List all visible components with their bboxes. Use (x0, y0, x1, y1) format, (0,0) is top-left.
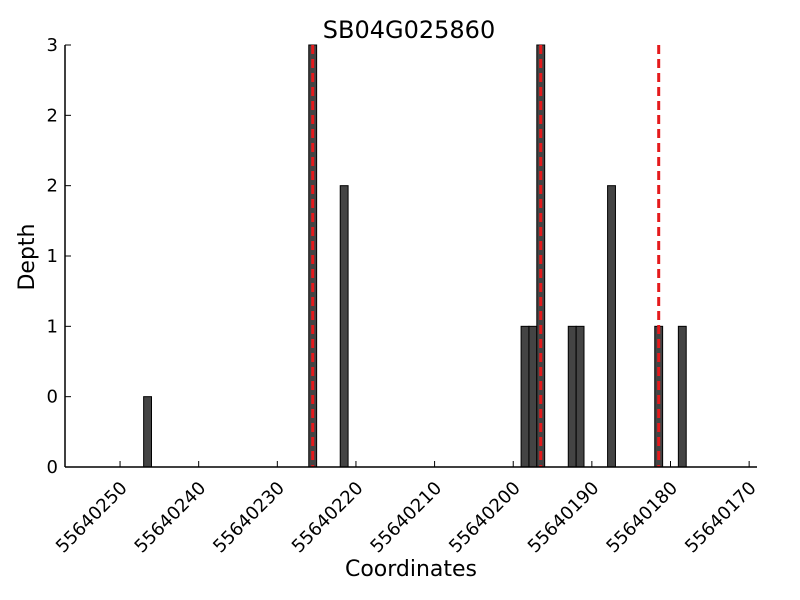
markers-layer (311, 45, 661, 467)
x-tick-label-8: 55640170 (681, 478, 761, 558)
y-tick-label-0: 0 (47, 457, 58, 478)
chart-title: SB04G025860 (323, 16, 495, 44)
x-tick-label-7: 55640180 (602, 478, 682, 558)
bar-3 (520, 325, 530, 468)
x-tick-label-3: 55640220 (288, 478, 368, 558)
bars-layer (143, 44, 687, 468)
x-tick-label-5: 55640200 (445, 478, 525, 558)
x-axis-title: Coordinates (345, 557, 477, 582)
y-tick-label-1: 0 (47, 387, 58, 408)
bar-4 (528, 325, 538, 468)
y-tick-label-6: 3 (47, 35, 58, 56)
bar-10 (677, 325, 687, 468)
bar-7 (575, 325, 585, 468)
y-tick-label-5: 2 (47, 105, 58, 126)
bar-0 (143, 396, 152, 468)
y-tick-label-4: 2 (47, 176, 58, 197)
x-tick-label-6: 55640190 (524, 478, 604, 558)
bar-8 (607, 185, 616, 468)
y-axis-title: Depth (15, 223, 40, 290)
bar-2 (339, 185, 349, 468)
x-tick-label-2: 55640230 (209, 478, 289, 558)
y-tick-label-2: 1 (47, 316, 58, 337)
x-tick-label-4: 55640210 (366, 478, 446, 558)
x-tick-label-0: 55640250 (52, 478, 132, 558)
y-tick-label-3: 1 (47, 246, 58, 267)
bar-6 (567, 325, 577, 468)
axes-layer (64, 45, 757, 468)
x-tick-label-1: 55640240 (131, 478, 211, 558)
